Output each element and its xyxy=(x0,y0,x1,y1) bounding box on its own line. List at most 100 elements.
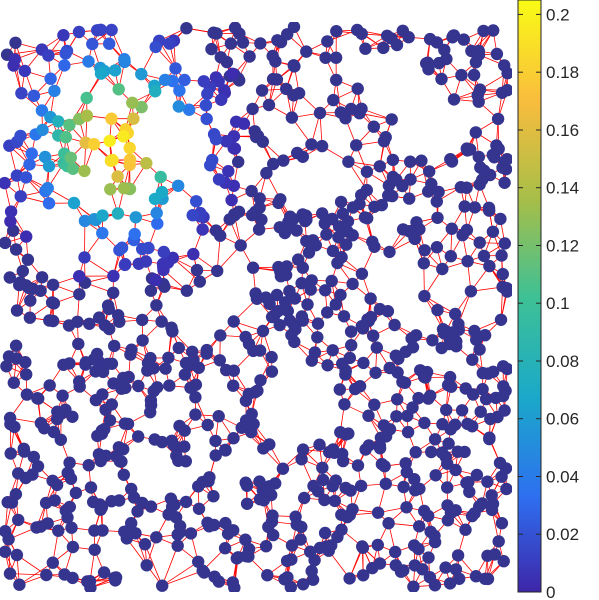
network-node xyxy=(228,209,241,222)
network-node xyxy=(132,430,145,443)
network-node xyxy=(0,236,12,250)
network-node xyxy=(184,381,197,394)
network-node xyxy=(291,146,304,160)
network-node xyxy=(481,475,494,488)
network-node xyxy=(144,351,157,365)
colorbar-tick-label: 0 xyxy=(546,583,555,600)
colorbar-tick-label: 0.12 xyxy=(546,237,579,256)
network-node xyxy=(342,155,355,168)
network-node xyxy=(95,501,109,514)
network-node xyxy=(64,472,78,485)
network-node xyxy=(3,271,16,284)
network-node xyxy=(220,363,233,377)
network-node xyxy=(493,456,507,470)
network-node xyxy=(383,245,396,259)
network-node xyxy=(337,310,351,323)
network-node xyxy=(409,446,422,459)
network-node xyxy=(325,539,338,552)
network-node xyxy=(249,130,263,144)
network-node xyxy=(172,100,185,113)
network-node xyxy=(259,540,273,553)
network-node xyxy=(281,571,294,584)
network-node xyxy=(494,313,508,326)
network-node xyxy=(239,476,252,489)
network-node xyxy=(464,143,477,156)
network-nodes xyxy=(0,22,512,592)
network-node xyxy=(178,440,191,453)
network-node xyxy=(98,423,111,436)
network-node xyxy=(158,280,171,293)
network-node xyxy=(478,329,492,342)
network-node xyxy=(270,73,284,86)
network-node xyxy=(227,432,240,445)
network-node xyxy=(59,47,72,60)
network-node xyxy=(473,343,486,356)
network-node xyxy=(321,306,334,319)
network-node xyxy=(271,34,284,47)
network-node xyxy=(90,347,104,361)
network-node xyxy=(285,111,299,124)
network-node xyxy=(117,182,131,195)
network-node xyxy=(362,439,376,452)
network-node xyxy=(292,87,306,100)
network-node xyxy=(415,154,428,167)
network-node xyxy=(265,350,278,364)
network-node xyxy=(111,207,125,220)
network-node xyxy=(42,197,56,210)
network-node xyxy=(371,506,385,519)
network-node xyxy=(66,162,80,175)
network-node xyxy=(289,510,302,523)
network-node xyxy=(496,267,509,281)
network-node xyxy=(287,22,301,34)
network-node xyxy=(136,242,149,256)
network-node xyxy=(355,102,368,116)
network-node xyxy=(108,339,121,353)
network-node xyxy=(93,311,106,324)
network-node xyxy=(115,382,128,395)
network-node xyxy=(78,164,91,178)
network-node xyxy=(367,329,380,342)
network-node xyxy=(327,93,340,107)
network-node xyxy=(389,545,402,559)
network-node xyxy=(495,249,508,262)
network-node xyxy=(35,271,49,284)
network-node xyxy=(461,417,474,431)
network-node xyxy=(459,382,472,395)
network-node xyxy=(390,173,403,186)
network-node xyxy=(16,264,29,278)
network-node xyxy=(495,470,508,483)
network-node xyxy=(144,394,158,407)
network-node xyxy=(227,379,240,392)
network-node xyxy=(222,165,235,178)
network-node xyxy=(254,374,267,387)
network-node xyxy=(211,264,224,278)
network-node xyxy=(43,314,56,327)
network-node xyxy=(52,115,65,128)
network-node xyxy=(213,354,226,367)
network-node xyxy=(157,245,170,259)
network-node xyxy=(131,505,144,518)
colorbar-tick-label: 0.2 xyxy=(546,5,570,24)
network-node xyxy=(118,258,132,272)
network-node xyxy=(329,474,342,487)
network-node xyxy=(346,277,359,291)
network-node xyxy=(156,257,170,271)
network-node xyxy=(97,566,111,579)
network-node xyxy=(84,481,98,494)
network-node xyxy=(192,502,206,515)
network-node xyxy=(156,579,169,592)
network-node xyxy=(277,154,290,167)
network-node xyxy=(296,314,309,327)
network-node xyxy=(178,368,192,381)
network-node xyxy=(468,507,481,520)
network-node xyxy=(162,508,175,521)
network-node xyxy=(280,554,294,568)
network-node xyxy=(86,37,99,51)
network-node xyxy=(399,457,412,470)
network-node xyxy=(163,37,176,50)
network-node xyxy=(311,317,325,330)
network-node xyxy=(209,224,223,237)
network-node xyxy=(408,473,421,486)
network-node xyxy=(132,379,145,393)
network-node xyxy=(409,329,423,342)
